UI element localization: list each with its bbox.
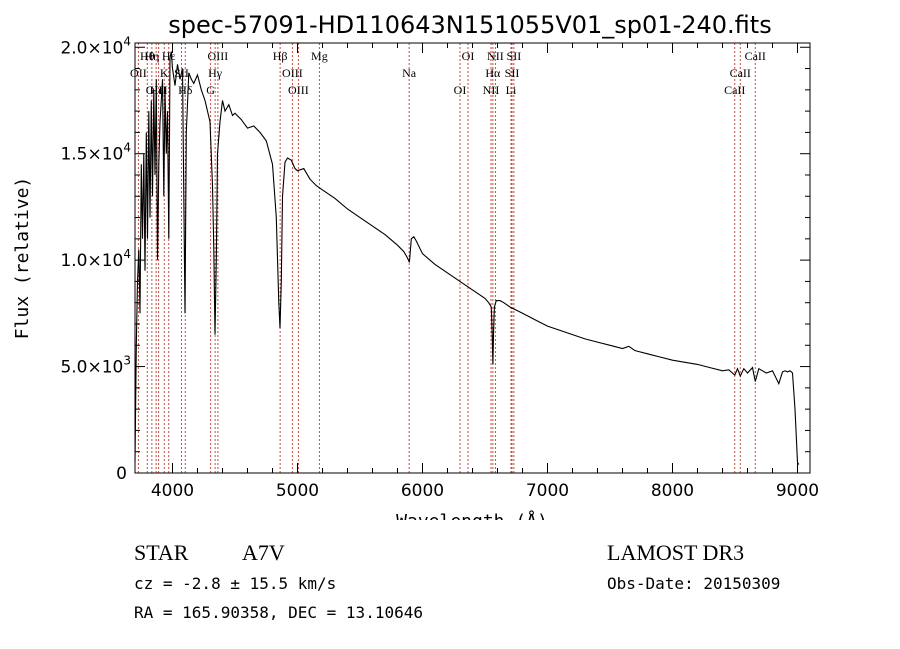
x-tick-label: 7000 [526, 481, 569, 501]
axis-ticks: 4000 5000 6000 7000 8000 9000 0 5.0×103 1.0×104 1… [60, 34, 819, 501]
line-label: OIII [282, 66, 303, 80]
line-label: CaII [730, 66, 751, 80]
y-tick-label: 0 [116, 464, 127, 484]
line-label: OI [454, 83, 467, 97]
coordinates: RA = 165.90358, DEC = 13.10646 [134, 603, 423, 622]
line-label: CaII [745, 49, 766, 63]
line-label: OII [130, 66, 147, 80]
object-subclass: A7V [242, 540, 285, 565]
chart-title: spec-57091-HD110643N151055V01_sp01-240.f… [168, 11, 771, 39]
y-tick-label: 1.0×104 [60, 247, 131, 271]
line-label: K [160, 66, 169, 80]
x-tick-label: 5000 [276, 481, 319, 501]
spectral-line-labels: HθOIIOIIIHηKHeIHεSIIHδOIIIHγGHβOIIIOIIIM… [130, 49, 766, 97]
y-tick-label: 2.0×104 [60, 34, 131, 58]
line-label: Hθ [140, 49, 155, 63]
y-tick-label: 1.5×104 [60, 141, 131, 165]
line-label: OIII [208, 49, 229, 63]
line-label: Mg [311, 49, 328, 63]
line-label: Hδ [178, 83, 193, 97]
survey-name: LAMOST DR3 [607, 540, 745, 565]
line-label: Hη [144, 49, 159, 63]
line-label: G [206, 83, 215, 97]
line-label: Hγ [208, 66, 223, 80]
x-tick-label: 9000 [776, 481, 819, 501]
line-label: SII [505, 66, 520, 80]
object-class: STAR [134, 540, 189, 565]
line-label: OIII [288, 83, 309, 97]
x-axis-label: Wavelength (Å) [396, 510, 548, 520]
spectral-lines [137, 43, 756, 473]
plot-frame [134, 42, 811, 474]
x-tick-label: 8000 [651, 481, 694, 501]
y-tick-label: 5.0×103 [60, 354, 131, 378]
line-label: Li [506, 83, 517, 97]
spectrum-chart: spec-57091-HD110643N151055V01_sp01-240.f… [12, 11, 819, 520]
line-label: NII [483, 83, 500, 97]
spectrum-line [134, 51, 800, 465]
line-label: Hβ [273, 49, 288, 63]
line-label: SII [507, 49, 522, 63]
redshift-velocity: cz = -2.8 ± 15.5 km/s [134, 574, 337, 593]
x-tick-label: 4000 [151, 481, 194, 501]
observation-date: Obs-Date: 20150309 [607, 574, 781, 593]
line-label: NII [487, 49, 504, 63]
x-tick-label: 6000 [401, 481, 444, 501]
line-label: Hε [162, 49, 176, 63]
y-axis-label: Flux (relative) [12, 177, 33, 340]
line-label: OI [462, 49, 475, 63]
line-label: Hα [485, 66, 501, 80]
line-label: CaII [724, 83, 745, 97]
line-label: Na [402, 66, 417, 80]
